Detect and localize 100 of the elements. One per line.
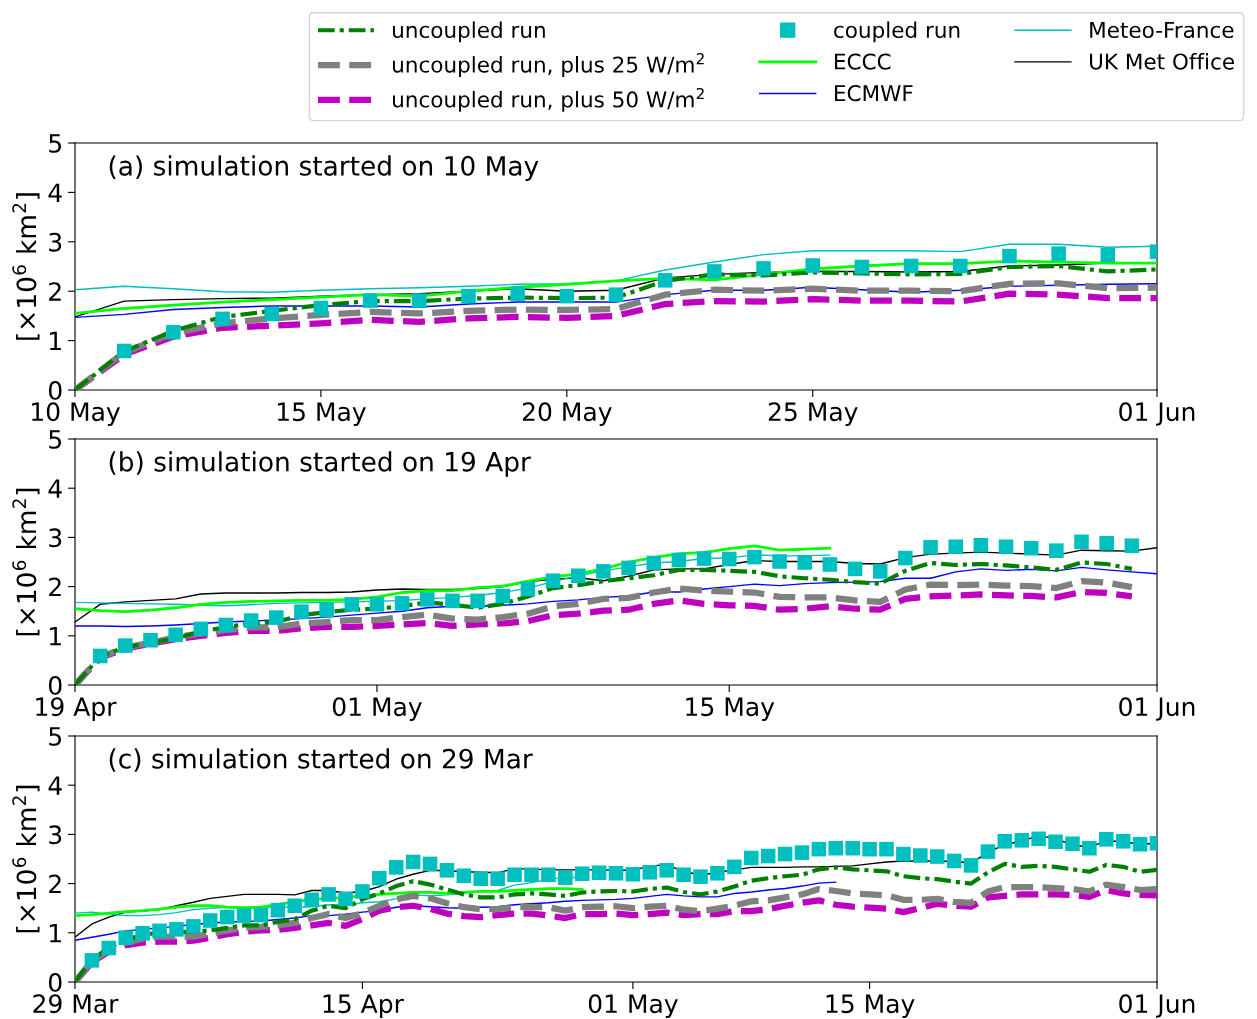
y-tick-label: 0 [48,380,62,400]
point [559,288,575,304]
point [646,555,662,571]
x-tick-label: 15 May [686,697,775,721]
x-tick-label: 01 Jun [1119,697,1195,721]
y-tick-label: 1 [50,331,61,351]
x-tick-label: 25 May [768,402,858,426]
legend-label: UK Met Office [1090,53,1234,70]
point [215,311,230,327]
point [470,593,485,609]
legend-label: Meteo-France [1090,22,1234,39]
y-tick-label: 3 [49,232,62,252]
point [344,597,360,612]
point [1002,248,1017,264]
point [952,258,968,274]
legend-label: ECMWF [835,84,913,102]
point [92,648,108,664]
y-tick-label: 5 [49,727,62,746]
point [193,621,209,637]
point [898,550,913,566]
y-tick-label: 4 [48,479,62,498]
y-tick-label: 2 [49,577,61,597]
point [923,539,938,555]
point [847,561,863,577]
point [671,552,687,568]
point [118,638,133,653]
point [721,551,737,567]
point [166,324,181,340]
point [264,306,280,322]
point [872,564,888,579]
x-tick-label: 01 Jun [1119,402,1195,426]
x-tick-label: 15 Apr [323,994,404,1018]
y-tick-label: 1 [50,924,61,943]
y-tick-label: 4 [48,776,62,795]
y-tick-label: 2 [49,874,61,894]
y-axis-title: [×10$^{6}$ km$^{2}$] [12,785,40,933]
point [1023,540,1039,556]
point [294,604,309,619]
point [1051,246,1066,261]
point [1074,534,1089,550]
y-tick-label: 3 [49,528,62,548]
point [1124,538,1140,554]
x-tick-label: 01 May [588,994,678,1018]
x-tick-label: 10 May [32,402,120,426]
legend-label: uncoupled run, plus 50 W/m$^{2}$ [393,87,704,112]
point [461,288,476,304]
point [116,343,132,359]
point [445,593,460,609]
point [545,573,561,588]
y-tick-label: 4 [48,183,62,202]
point [973,537,989,553]
legend-label: ECCC [835,53,891,70]
point [1100,247,1116,263]
point [948,539,963,555]
point [621,560,636,576]
point [394,596,410,611]
y-tick-label: 0 [48,675,62,695]
point [747,549,762,565]
point [1049,543,1064,558]
point [243,613,259,628]
x-tick-label: 01 Jun [1119,994,1195,1018]
point [608,287,624,302]
point [998,539,1014,555]
point [369,597,385,612]
point [420,592,435,607]
point [313,300,329,316]
point [772,554,787,569]
point [570,568,586,584]
chart-title: (a) simulation started on 10 May [109,155,539,181]
x-tick-label: 19 Apr [36,697,117,721]
point [822,557,838,572]
point [510,286,525,301]
line-series [75,544,832,614]
point [495,588,511,604]
legend-label: coupled run [834,21,960,43]
point [520,581,536,597]
legend-label: uncoupled run, plus 25 W/m$^{2}$ [393,53,704,77]
y-tick-label: 5 [49,430,62,449]
y-tick-label: 1 [50,627,61,646]
point [218,617,234,633]
point [269,610,284,625]
x-tick-label: 01 May [332,697,422,721]
chart-title: (b) simulation started on 19 Apr [109,451,531,477]
x-tick-label: 15 May [826,994,915,1018]
x-tick-label: 20 May [522,402,612,426]
point [797,555,812,570]
point [362,293,378,308]
chart-title: (c) simulation started on 29 Mar [109,748,533,772]
y-axis-title: [×10$^{6}$ km$^{2}$] [12,488,40,636]
point [143,632,158,648]
point [707,264,722,279]
point [805,258,821,273]
point [168,627,183,643]
y-axis-title: [×10$^{6}$ km$^{2}$] [12,193,40,340]
x-tick-label: 29 Mar [33,994,119,1014]
y-tick-label: 5 [49,134,62,153]
point [596,564,611,579]
point [319,602,334,618]
legend-label: uncoupled run [393,21,545,43]
point [411,293,427,308]
